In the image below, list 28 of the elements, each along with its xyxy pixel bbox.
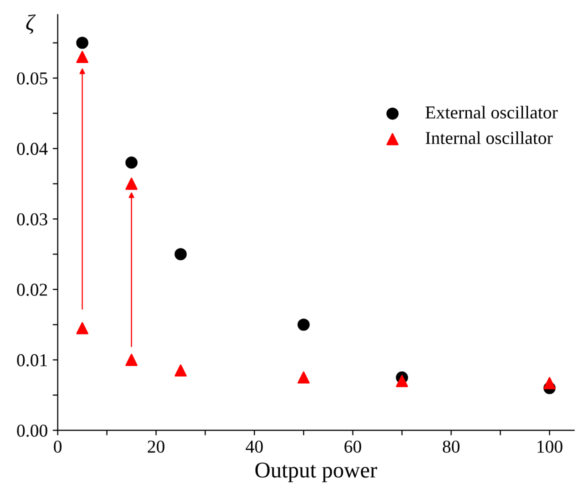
y-tick-label: 0.03 xyxy=(17,213,48,226)
point xyxy=(298,318,310,331)
y-tick-label: 0.00 xyxy=(17,424,48,437)
x-tick-label: 100 xyxy=(538,440,562,453)
point xyxy=(396,374,408,388)
point xyxy=(174,248,187,260)
point xyxy=(174,364,187,377)
x-tick-label: 80 xyxy=(442,440,460,453)
point xyxy=(125,178,138,190)
point xyxy=(298,371,310,384)
legend-label: External oscillator xyxy=(426,106,558,119)
x-tick-label: 0 xyxy=(54,440,62,453)
point xyxy=(125,156,138,169)
point xyxy=(543,377,556,390)
legend-label: Internal oscillator xyxy=(426,131,553,144)
point xyxy=(76,36,88,49)
y-tick-label: 0.01 xyxy=(17,354,47,366)
y-tick-label: 0.05 xyxy=(17,72,48,85)
y-axis-title: ζ xyxy=(26,14,36,34)
y-tick-label: 0.04 xyxy=(17,142,48,156)
x-tick-label: 60 xyxy=(344,440,362,453)
x-axis-title: Output power xyxy=(255,462,378,482)
point xyxy=(76,322,88,334)
x-tick-label: 20 xyxy=(148,440,164,453)
point xyxy=(125,354,138,366)
x-tick-label: 40 xyxy=(246,440,263,453)
y-tick-label: 0.02 xyxy=(17,284,47,296)
point xyxy=(76,50,88,64)
